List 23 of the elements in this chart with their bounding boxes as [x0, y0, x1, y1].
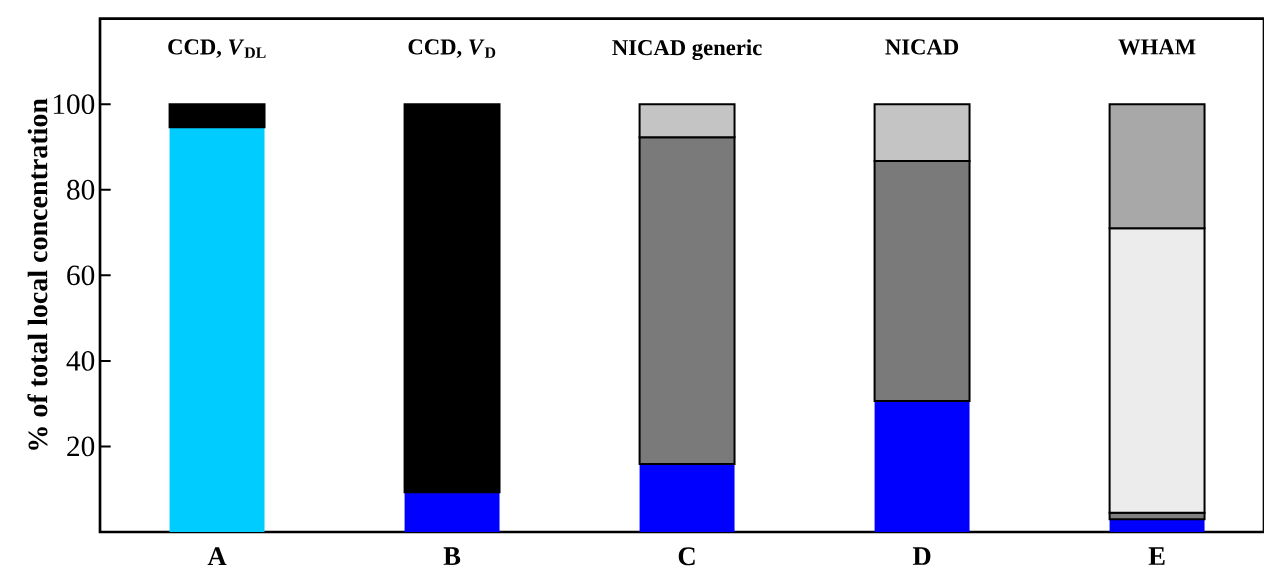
annotation: NICAD: [885, 39, 959, 55]
bar: [168, 103, 266, 129]
bar: [874, 401, 970, 532]
bar: [404, 492, 500, 532]
x-tick-label: C: [678, 547, 695, 566]
bar: [639, 463, 735, 532]
x-tick-label: B: [443, 547, 461, 565]
annotation: NICAD generic: [612, 39, 762, 61]
y-tick-label: 20: [67, 436, 95, 457]
y-axis-title: % of total local concentration: [27, 98, 48, 450]
bar: [1109, 519, 1205, 532]
x-tick-label: E: [1148, 547, 1165, 565]
annotation: WHAM: [1118, 39, 1196, 55]
x-tick-label: A: [207, 547, 227, 565]
y-tick-label: 80: [67, 179, 95, 200]
annotation: CCD, V$_{D}$: [408, 39, 496, 58]
annotation: CCD, V$_{DL}$: [168, 39, 266, 58]
y-tick-label: 100: [53, 94, 95, 115]
x-tick-label: D: [912, 547, 931, 565]
bar: [169, 127, 265, 532]
y-tick-label: 40: [66, 350, 95, 371]
y-tick-label: 60: [67, 265, 95, 286]
bar: [403, 103, 501, 494]
